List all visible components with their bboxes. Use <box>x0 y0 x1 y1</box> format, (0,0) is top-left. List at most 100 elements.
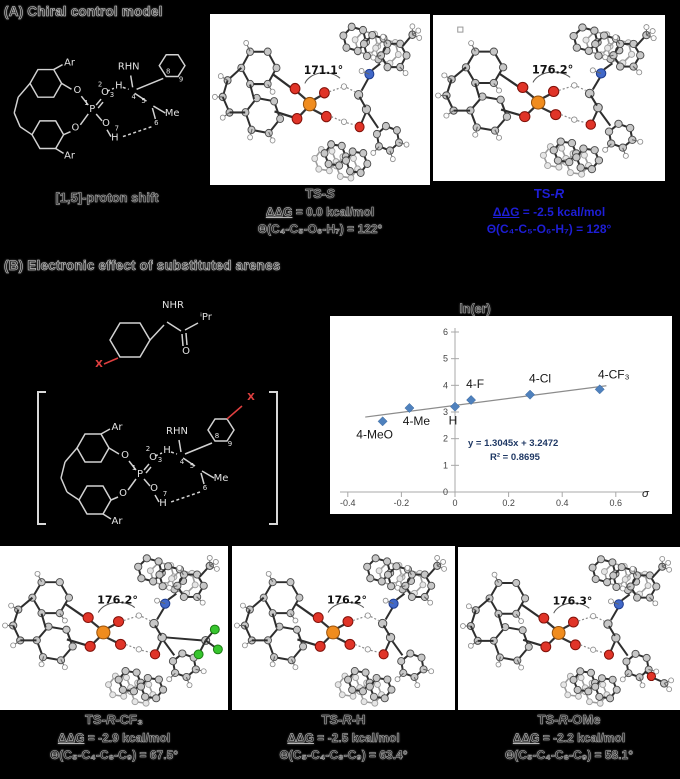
svg-text:4-Cl: 4-Cl <box>529 372 551 386</box>
svg-text:6: 6 <box>154 119 158 127</box>
ts-r-cf3-caption: TS-R-CF₃ ΔΔG = -2.9 kcal/mol Θ(C₅-C₄-C₈-… <box>0 712 228 764</box>
svg-text:O: O <box>101 87 109 98</box>
ts-s-caption: TS-S ΔΔG = 0.0 kcal/mol Θ(C₄-C₅-O₆-H₇) =… <box>210 186 430 238</box>
ts-s-structure-image: 171.1° <box>210 14 430 185</box>
ts-r-ome-caption: TS-R-OMe ΔΔG = -2.2 kcal/mol Θ(C₅-C₄-C₈-… <box>458 712 680 764</box>
svg-text:5: 5 <box>443 354 448 364</box>
svg-text:4-Me: 4-Me <box>403 414 431 428</box>
ts-r-h-energy: ΔΔG = -2.5 kcal/mol <box>287 730 400 746</box>
svg-text:9: 9 <box>179 75 183 83</box>
svg-text:H: H <box>449 414 458 428</box>
ts-r-ome-energy: ΔΔG = -2.2 kcal/mol <box>512 730 626 746</box>
svg-text:-0.4: -0.4 <box>340 498 356 508</box>
svg-text:O: O <box>149 452 157 463</box>
svg-text:Ar: Ar <box>112 516 124 527</box>
svg-text:y = 1.3045x + 3.2472: y = 1.3045x + 3.2472 <box>468 438 558 449</box>
chart-title: ln(er) <box>459 302 491 317</box>
svg-text:4: 4 <box>180 458 185 466</box>
ts-r-h-name: TS-R-H <box>321 712 366 728</box>
svg-text:4: 4 <box>131 93 135 101</box>
ts-r-cf3-name: TS-R-CF₃ <box>84 712 144 728</box>
svg-text:1: 1 <box>443 460 448 470</box>
svg-text:2: 2 <box>98 80 102 88</box>
ts-r-cf3-dihedral: Θ(C₅-C₄-C₈-C₉) = 67.5° <box>49 748 179 763</box>
svg-text:8: 8 <box>215 432 219 440</box>
svg-text:176.3°: 176.3° <box>553 594 593 607</box>
ts-s-dihedral: Θ(C₄-C₅-O₆-H₇) = 122° <box>257 222 383 237</box>
ts-r-h-molecule-svg: 176.2° <box>234 554 447 707</box>
ts-s-name: TS-S <box>305 186 335 202</box>
svg-text:4: 4 <box>443 380 448 390</box>
svg-text:4-CF₃: 4-CF₃ <box>598 367 630 381</box>
svg-text:O: O <box>119 488 127 499</box>
svg-text:X: X <box>95 359 103 370</box>
svg-text:O: O <box>74 85 82 96</box>
svg-text:O: O <box>72 123 80 134</box>
ts-r-cf3-structure-image: 176.2° <box>0 546 228 710</box>
svg-text:9: 9 <box>228 440 232 448</box>
ts-r-caption: TS-R ΔΔG = -2.5 kcal/mol Θ(C₄-C₅-O₆-H₇) … <box>433 186 665 238</box>
ts-r-ome-name: TS-R-OMe <box>537 712 601 728</box>
svg-text:Ar: Ar <box>64 150 76 161</box>
section-a-heading: (A) Chiral control model <box>4 4 163 20</box>
ts-r-ome-dihedral: Θ(C₅-C₄-C₈-C₉) = 58.1° <box>504 748 634 763</box>
svg-text:176.2°: 176.2° <box>532 63 573 76</box>
ts-r-h-caption: TS-R-H ΔΔG = -2.5 kcal/mol Θ(C₅-C₄-C₈-C₉… <box>232 712 455 764</box>
ts-r-dihedral: Θ(C₄-C₅-O₆-H₇) = 128° <box>486 222 612 237</box>
ts-r-structure-image: 176.2° <box>433 15 665 181</box>
svg-text:6: 6 <box>203 484 208 492</box>
section-b-heading: (B) Electronic effect of substituted are… <box>4 258 281 274</box>
svg-text:5: 5 <box>141 97 145 105</box>
ts-r-h-dihedral: Θ(C₅-C₄-C₈-C₉) = 63.4° <box>279 748 408 763</box>
svg-text:1: 1 <box>132 464 136 472</box>
ts-s-energy: ΔΔG = 0.0 kcal/mol <box>265 204 375 220</box>
svg-text:2: 2 <box>443 434 448 444</box>
svg-text:H: H <box>163 445 171 456</box>
ts-r-ome-structure-image: 176.3° <box>458 547 680 710</box>
svg-text:σ: σ <box>642 488 650 500</box>
svg-text:X: X <box>247 392 255 403</box>
ts-r-energy: ΔΔG = -2.5 kcal/mol <box>492 204 606 219</box>
svg-text:O: O <box>150 483 158 494</box>
ts-r-h-structure-image: 176.2° <box>232 546 455 710</box>
svg-text:171.1°: 171.1° <box>304 64 343 77</box>
svg-text:4-MeO: 4-MeO <box>356 427 393 441</box>
svg-text:Me: Me <box>165 108 180 119</box>
ts-r-ome-molecule-svg: 176.3° <box>460 555 674 707</box>
svg-text:ⁱPr: ⁱPr <box>200 312 213 323</box>
svg-text:H: H <box>115 80 122 91</box>
scatter-chart-svg: 0 1 2 3 4 5 6 -0.4 -0.2 0 0.2 0.4 0.6 σ 4-MeO 4-Me H 4-F 4… <box>340 327 650 508</box>
svg-text:P: P <box>89 104 95 115</box>
svg-text:6: 6 <box>443 327 448 337</box>
svg-text:Me: Me <box>214 473 229 484</box>
svg-text:H: H <box>111 133 118 144</box>
svg-text:RHN: RHN <box>118 62 140 73</box>
svg-text:-0.2: -0.2 <box>394 498 410 508</box>
svg-text:0: 0 <box>443 487 448 497</box>
hammett-plot: ln(er) 0 1 2 3 4 5 6 -0.4 -0.2 0 0.2 0.4 0.6 σ 4-MeO 4-… <box>330 302 672 514</box>
svg-text:O: O <box>102 118 110 129</box>
svg-text:7: 7 <box>115 125 119 133</box>
svg-text:Ar: Ar <box>64 58 76 69</box>
svg-text:0.2: 0.2 <box>502 498 515 508</box>
svg-text:5: 5 <box>190 462 194 470</box>
svg-text:P: P <box>137 469 143 480</box>
svg-text:0.6: 0.6 <box>610 498 623 508</box>
ts-s-molecule-svg: 171.1° <box>212 22 423 182</box>
svg-text:NHR: NHR <box>162 300 184 311</box>
svg-text:176.2°: 176.2° <box>327 594 367 607</box>
svg-text:H: H <box>159 498 167 509</box>
svg-text:R² = 0.8695: R² = 0.8695 <box>490 452 541 463</box>
ts-r-name: TS-R <box>533 186 565 201</box>
svg-text:O: O <box>182 346 190 357</box>
svg-text:O: O <box>121 450 129 461</box>
svg-text:0.4: 0.4 <box>556 498 569 508</box>
svg-text:3: 3 <box>443 407 448 417</box>
proton-shift-caption: [1,5]-proton shift <box>55 190 159 206</box>
svg-text:0: 0 <box>452 498 457 508</box>
svg-text:4-F: 4-F <box>466 377 484 391</box>
svg-text:2: 2 <box>146 445 150 453</box>
